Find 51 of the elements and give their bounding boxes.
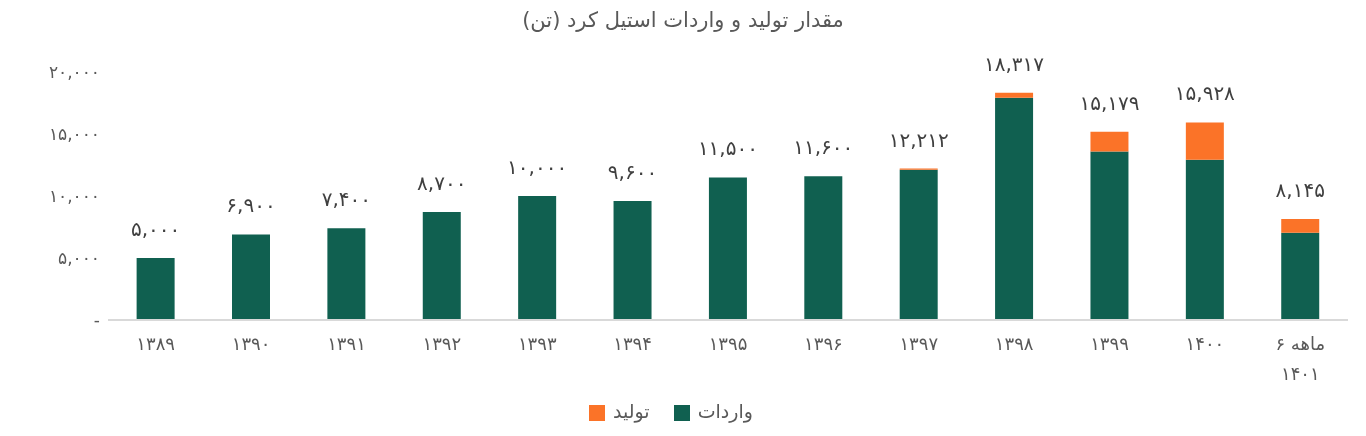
total-label: ۱۸,۳۱۷ bbox=[984, 51, 1045, 76]
x-tick-label: ۱۳۹۵ bbox=[708, 333, 748, 354]
legend-label: تولید bbox=[613, 400, 650, 422]
total-label: ۶,۹۰۰ bbox=[226, 193, 276, 218]
chart-title: مقدار تولید و واردات استیل کرد (تن) bbox=[521, 8, 845, 32]
total-label: ۵,۰۰۰ bbox=[130, 217, 181, 241]
bar bbox=[422, 212, 461, 320]
x-tick-label: ۱۳۹۶ bbox=[804, 333, 843, 354]
y-tick-label: - bbox=[93, 310, 100, 331]
total-label: ۱۱,۶۰۰ bbox=[793, 135, 854, 160]
bar bbox=[1090, 151, 1129, 320]
x-tick-label: ۱۳۹۲ bbox=[422, 333, 462, 354]
bar bbox=[613, 200, 652, 320]
total-label: ۱۰,۰۰۰ bbox=[507, 155, 568, 179]
y-tick-label: ۵,۰۰۰ bbox=[58, 248, 100, 269]
bar bbox=[232, 234, 270, 320]
total-label: ۱۲,۲۱۲ bbox=[888, 127, 949, 152]
total-label: ۹,۶۰۰ bbox=[607, 159, 658, 184]
total-label: ۸,۱۴۵ bbox=[1275, 178, 1325, 202]
bar bbox=[804, 176, 843, 320]
x-tick-label: ۱۳۹۴ bbox=[613, 333, 652, 354]
bar bbox=[708, 177, 747, 320]
x-tick-label: ۱۳۹۷ bbox=[899, 333, 939, 354]
bar bbox=[518, 196, 557, 320]
total-label: ۸,۷۰۰ bbox=[417, 171, 467, 196]
x-tick-label: ۱۳۹۹ bbox=[1090, 333, 1129, 354]
bar bbox=[1185, 122, 1224, 160]
total-label: ۱۵,۱۷۹ bbox=[1079, 90, 1140, 115]
x-tick-label: ۱۴۰۰ bbox=[1185, 333, 1225, 354]
x-tick-label: ۱۳۹۸ bbox=[994, 333, 1034, 354]
x-tick-label: ۱۳۹۰ bbox=[231, 333, 271, 354]
x-tick-label: ۱۳۸۹ bbox=[136, 333, 176, 354]
y-tick-label: ۱۵,۰۰۰ bbox=[48, 124, 100, 145]
bar bbox=[1185, 159, 1224, 320]
y-tick-label: ۱۰,۰۰۰ bbox=[48, 186, 100, 207]
bar bbox=[995, 92, 1034, 98]
legend-label: واردات bbox=[697, 400, 753, 422]
bar bbox=[899, 169, 938, 320]
bar bbox=[1090, 131, 1129, 152]
bar bbox=[1281, 232, 1320, 320]
bar bbox=[1281, 219, 1320, 233]
x-tick-label: ۱۳۹۳ bbox=[517, 333, 557, 354]
bar bbox=[995, 97, 1034, 320]
x-tick-label: ۶ ماهه ۱۴۰۱ bbox=[1275, 333, 1326, 384]
bar bbox=[327, 228, 366, 320]
total-label: ۱۵,۹۲۸ bbox=[1174, 81, 1236, 106]
total-label: ۱۱,۵۰۰ bbox=[697, 136, 758, 161]
x-tick-label: ۱۳۹۱ bbox=[327, 333, 366, 354]
y-tick-label: ۲۰,۰۰۰ bbox=[48, 62, 100, 83]
total-label: ۷,۴۰۰ bbox=[321, 187, 372, 212]
bar bbox=[136, 258, 175, 320]
